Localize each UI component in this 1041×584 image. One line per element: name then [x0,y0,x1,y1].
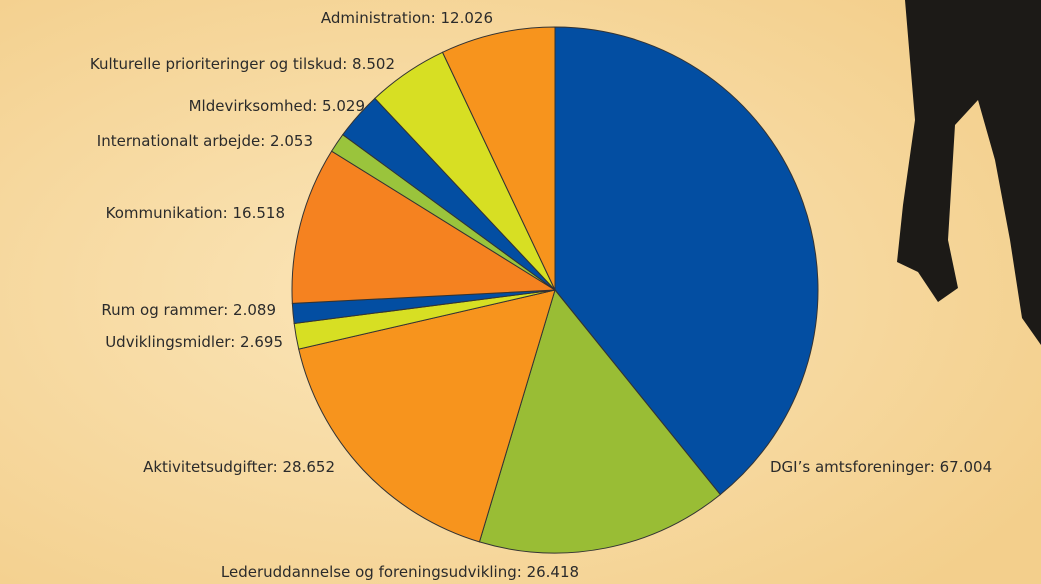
slice-label: Rum og rammer: 2.089 [101,301,276,319]
slice-label: Kommunikation: 16.518 [106,204,285,222]
category-name: Udviklingsmidler [105,333,231,351]
category-name: Kommunikation [106,204,223,222]
slice-label: DGI’s amtsforeninger: 67.004 [770,458,992,476]
value-label: 2.089 [233,301,276,319]
value-label: 8.502 [352,55,395,73]
label-separator: : [273,458,283,476]
label-separator: : [260,132,270,150]
value-label: 2.695 [240,333,283,351]
value-label: 16.518 [233,204,286,222]
slice-label: Kulturelle prioriteringer og tilskud: 8.… [90,55,395,73]
value-label: 28.652 [283,458,336,476]
value-label: 67.004 [940,458,993,476]
label-separator: : [230,333,240,351]
label-separator: : [431,9,441,27]
category-name: Rum og rammer [101,301,224,319]
category-name: Mldevirksomhed [189,97,313,115]
category-name: Lederuddannelse og foreningsudvikling [221,563,517,581]
category-name: DGI’s amtsforeninger [770,458,931,476]
label-separator: : [223,301,233,319]
page: {"chart_data": { "type": "pie", "label_s… [0,0,1041,584]
slice-label: Lederuddannelse og foreningsudvikling: 2… [221,563,579,581]
slice-label: Mldevirksomhed: 5.029 [189,97,365,115]
chart: DGI’s amtsforeninger: 67.004 Lederuddanne… [0,0,1041,584]
value-label: 26.418 [527,563,580,581]
label-separator: : [223,204,233,222]
slice-label: Udviklingsmidler: 2.695 [105,333,283,351]
category-name: Kulturelle prioriteringer og tilskud [90,55,342,73]
category-name: Administration [321,9,431,27]
category-name: Internationalt arbejde [97,132,260,150]
value-label: 2.053 [270,132,313,150]
label-separator: : [342,55,352,73]
slice-label: Internationalt arbejde: 2.053 [97,132,313,150]
label-separator: : [312,97,322,115]
slice-label: Aktivitetsudgifter: 28.652 [143,458,335,476]
value-label: 12.026 [441,9,494,27]
label-separator: : [517,563,527,581]
label-separator: : [930,458,940,476]
category-name: Aktivitetsudgifter [143,458,274,476]
slice-label: Administration: 12.026 [321,9,493,27]
value-label: 5.029 [322,97,365,115]
